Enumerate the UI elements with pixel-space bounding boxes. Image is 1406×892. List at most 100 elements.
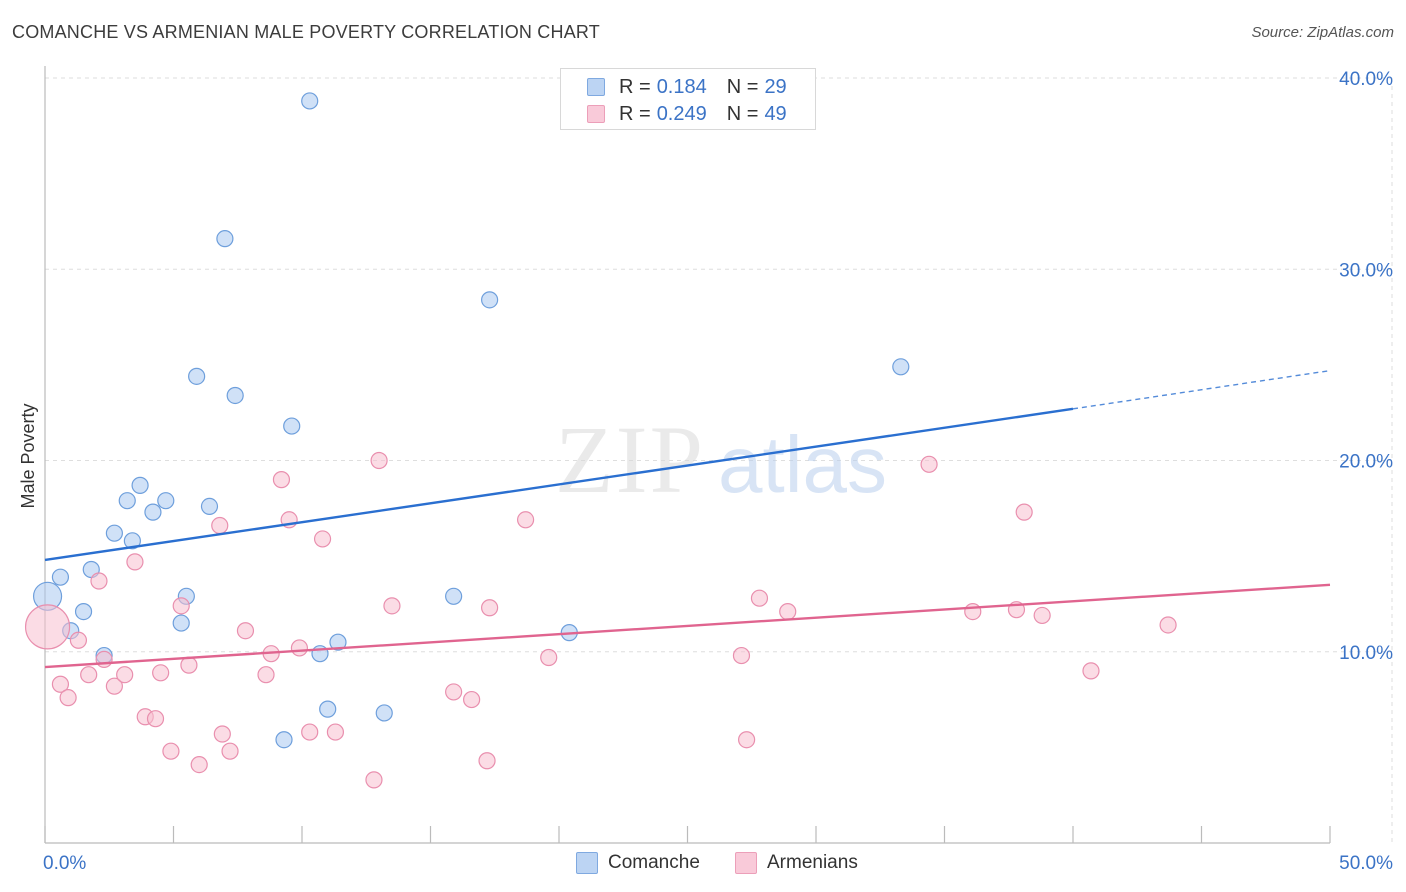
x-tick-label-max: 50.0% xyxy=(1339,853,1393,874)
watermark-atlas: atlas xyxy=(718,420,887,509)
comanche-point xyxy=(375,704,393,722)
legend-r-label: R = xyxy=(619,75,651,98)
legend-n-value: 49 xyxy=(764,102,787,125)
legend-r-value: 0.249 xyxy=(656,102,707,125)
armenians-point xyxy=(463,690,481,709)
comanche-point xyxy=(188,367,206,385)
comanche-point xyxy=(118,492,136,510)
armenians-point xyxy=(738,731,756,749)
legend-n-label: N = xyxy=(726,102,759,125)
armenians-point xyxy=(105,677,123,695)
armenians-point xyxy=(370,451,388,470)
comanche-point xyxy=(172,614,190,632)
armenians-swatch-icon xyxy=(587,105,605,123)
armenians-point xyxy=(257,666,275,684)
armenians-point xyxy=(126,553,144,571)
comanche-trend-line xyxy=(44,407,1074,562)
armenians-point xyxy=(51,675,70,693)
comanche-point xyxy=(200,497,219,515)
comanche-legend-swatch-icon xyxy=(576,852,598,874)
armenians-point xyxy=(383,597,401,615)
comanche-legend-label: Comanche xyxy=(608,852,700,873)
legend-r-label: R = xyxy=(619,102,651,125)
chart-title: COMANCHE VS ARMENIAN MALE POVERTY CORREL… xyxy=(12,22,600,42)
armenians-point xyxy=(213,725,231,743)
armenians-point xyxy=(1159,616,1177,634)
axes xyxy=(44,66,1331,844)
armenians-point xyxy=(920,455,938,473)
comanche-point xyxy=(319,700,337,718)
armenians-point xyxy=(540,648,558,667)
armenians-point xyxy=(24,604,71,650)
comanche-swatch-icon xyxy=(587,78,605,96)
watermark-zip: ZIP xyxy=(555,406,705,513)
armenians-point xyxy=(272,471,291,489)
armenians-point xyxy=(1015,503,1033,521)
armenians-point xyxy=(732,646,751,665)
armenians-point xyxy=(90,572,108,590)
legend-row-comanche: R = 0.184 N = 29 xyxy=(587,75,787,99)
y-tick-label: 30.0% xyxy=(1339,260,1393,281)
armenians-point xyxy=(326,723,345,741)
comanche-point xyxy=(329,633,347,651)
armenians-legend-swatch-icon xyxy=(735,852,757,874)
armenians-point xyxy=(365,771,383,789)
legend-r-value: 0.184 xyxy=(656,75,707,98)
comanche-point xyxy=(157,492,175,510)
comanche-point xyxy=(275,731,293,749)
y-tick-label: 10.0% xyxy=(1339,643,1393,664)
watermark: ZIP atlas xyxy=(555,406,887,513)
comanche-point xyxy=(481,291,499,309)
y-axis-label: Male Poverty xyxy=(18,403,38,508)
armenians-point xyxy=(80,666,98,684)
tick-labels: 10.0% 20.0% 30.0% 40.0% 0.0% 50.0% xyxy=(43,69,1393,874)
armenians-point xyxy=(95,650,113,669)
y-tick-label: 40.0% xyxy=(1339,69,1393,90)
armenians-point xyxy=(516,511,535,529)
armenians-point xyxy=(1082,662,1100,680)
armenians-point xyxy=(59,689,77,707)
bottom-legend-comanche: Comanche xyxy=(576,852,700,874)
armenians-point xyxy=(172,597,190,615)
legend-n-value: 29 xyxy=(764,75,787,98)
armenians-point xyxy=(290,639,309,657)
armenians-point xyxy=(221,742,239,760)
armenians-trend-line xyxy=(44,583,1331,669)
armenians-point xyxy=(301,723,319,741)
armenians-point xyxy=(69,631,88,649)
armenians-point xyxy=(481,599,499,617)
comanche-point xyxy=(216,230,234,248)
armenians-point xyxy=(445,683,463,701)
armenians-point xyxy=(313,530,332,548)
legend-row-armenians: R = 0.249 N = 49 xyxy=(587,102,787,126)
comanche-point xyxy=(144,503,162,521)
comanche-point xyxy=(445,587,463,605)
x-tick-label-min: 0.0% xyxy=(43,853,86,874)
comanche-point xyxy=(226,386,244,405)
source-credit: Source: ZipAtlas.com xyxy=(1251,24,1394,41)
armenians-point xyxy=(146,710,165,728)
comanche-point xyxy=(51,568,70,586)
correlation-legend: R = 0.184 N = 29 R = 0.249 N = 49 xyxy=(560,68,816,130)
armenians-point xyxy=(211,516,229,535)
legend-n-label: N = xyxy=(726,75,759,98)
armenians-point xyxy=(236,622,255,640)
armenians-point xyxy=(162,742,180,760)
comanche-point xyxy=(123,532,141,550)
armenians-legend-label: Armenians xyxy=(767,852,858,873)
trend-lines xyxy=(44,369,1331,669)
comanche-point xyxy=(74,602,93,621)
armenians-point xyxy=(478,752,496,770)
armenians-point xyxy=(180,656,198,674)
armenians-point xyxy=(750,589,769,607)
armenians-point xyxy=(964,602,982,621)
y-tick-label: 20.0% xyxy=(1339,452,1393,473)
armenians-point xyxy=(190,755,208,774)
comanche-point xyxy=(301,92,319,110)
comanche-point xyxy=(131,476,149,494)
comanche-point xyxy=(892,358,910,376)
comanche-point xyxy=(283,417,301,435)
armenians-point xyxy=(779,602,797,621)
armenians-point xyxy=(152,664,170,682)
